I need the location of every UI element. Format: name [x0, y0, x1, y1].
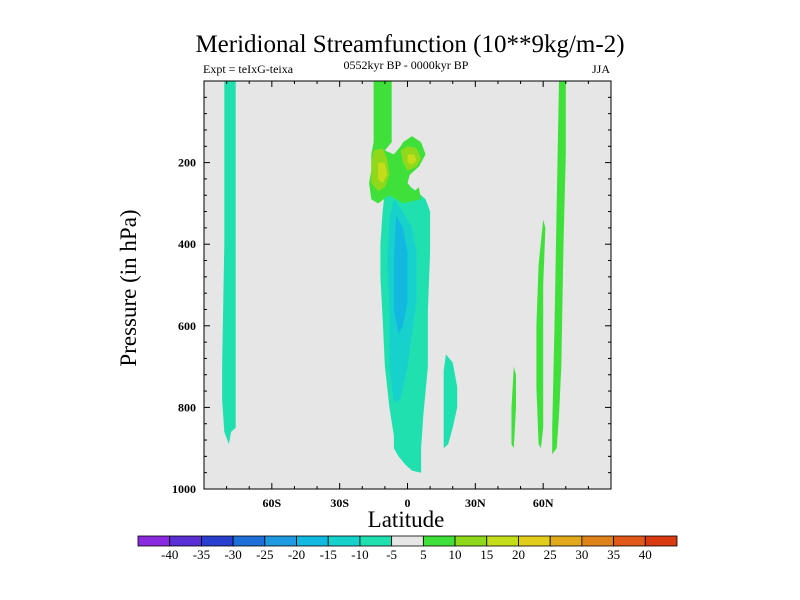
colorbar-label: -25	[256, 547, 273, 562]
x-tick-label: 60N	[533, 496, 554, 510]
x-tick-label: 0	[405, 496, 411, 510]
colorbar-swatch	[201, 535, 234, 547]
colorbar-label: -20	[288, 547, 305, 562]
colorbar-label: -30	[224, 547, 241, 562]
colorbar-label: 10	[449, 547, 462, 562]
colorbar-swatch	[359, 535, 393, 547]
colorbar-swatch	[296, 535, 329, 547]
x-axis-label: Latitude	[368, 507, 445, 532]
colorbar-label: 30	[575, 547, 588, 562]
y-axis-label: Pressure (in hPa)	[116, 209, 141, 366]
colorbar-label: 5	[420, 547, 427, 562]
colorbar-swatch	[549, 535, 583, 547]
colorbar-label: -5	[386, 547, 397, 562]
colorbar-swatch	[169, 535, 202, 547]
colorbar-swatch	[422, 535, 456, 547]
contour-region-0	[222, 81, 236, 445]
colorbar-label: 20	[512, 547, 525, 562]
y-tick-label: 600	[178, 319, 196, 333]
contour-region-11	[536, 219, 546, 449]
x-tick-label: 60S	[262, 496, 281, 510]
x-tick-label: 30N	[465, 496, 486, 510]
colorbar-swatch	[232, 535, 266, 547]
axes: 60S 30S 0 30N 60N 200 400 600 800 1000	[172, 80, 612, 510]
colorbar-label: 40	[639, 547, 652, 562]
colorbar-swatch	[644, 535, 678, 547]
colorbar-label: 15	[480, 547, 493, 562]
y-tick-label: 800	[178, 400, 196, 414]
contour-region-12	[511, 366, 516, 449]
colorbar-swatch	[518, 535, 551, 547]
chart-subtitle-left: Expt = teIxG-teixa	[203, 62, 294, 76]
contour-region-10	[552, 81, 566, 455]
colorbar-label: -40	[161, 547, 178, 562]
contour-region-9	[407, 154, 417, 165]
y-tick-label: 200	[178, 156, 196, 170]
contour-region-8	[378, 162, 388, 183]
chart-subtitle-center: 0552kyr BP - 0000kyr BP	[344, 58, 469, 72]
x-tick-label: 30S	[330, 496, 349, 510]
plot-area	[204, 81, 611, 489]
colorbar-swatch	[486, 535, 519, 547]
colorbar-label: -15	[320, 547, 337, 562]
colorbar-swatch	[391, 535, 424, 547]
colorbar-label: 35	[607, 547, 620, 562]
colorbar-swatch	[327, 535, 361, 547]
colorbar-swatch	[264, 535, 297, 547]
y-tick-label: 400	[178, 237, 196, 251]
colorbar: -40 -35 -30 -25 -20 -15 -10 -5 5 10 15 20 25 30 35 40	[137, 535, 678, 562]
chart-title: Meridional Streamfunction (10**9kg/m-2)	[195, 31, 624, 58]
colorbar-swatch	[613, 535, 646, 547]
y-tick-label: 1000	[172, 482, 196, 496]
colorbar-swatch	[581, 535, 614, 547]
colorbar-label: -35	[193, 547, 210, 562]
colorbar-swatch	[454, 535, 488, 547]
colorbar-label: 25	[544, 547, 557, 562]
chart-subtitle-right: JJA	[592, 62, 610, 76]
colorbar-label: -10	[351, 547, 368, 562]
contour-region-4	[443, 354, 458, 449]
colorbar-swatch	[137, 535, 171, 547]
contour-region-3	[393, 215, 408, 334]
